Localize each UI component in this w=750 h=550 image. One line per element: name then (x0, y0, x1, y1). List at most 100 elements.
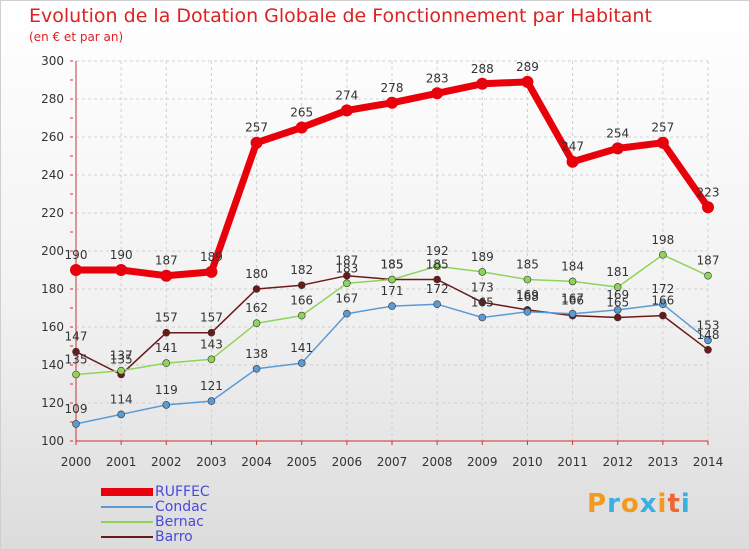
data-point-ruffec (702, 201, 714, 214)
data-label-bernac: 181 (606, 265, 629, 279)
data-label-ruffec: 189 (200, 250, 223, 264)
data-label-condac: 109 (65, 402, 88, 416)
data-point-barro (343, 271, 351, 280)
data-label-bernac: 184 (561, 259, 584, 273)
data-point-ruffec (521, 75, 534, 88)
y-tick-label: 220 (41, 206, 64, 220)
data-label-ruffec: 289 (516, 60, 539, 74)
data-point-condac (162, 401, 171, 409)
data-point-condac (478, 313, 487, 322)
data-label-barro: 173 (471, 280, 494, 294)
legend-item-condac: Condac (101, 499, 301, 515)
data-point-bernac (478, 268, 487, 276)
data-point-bernac (117, 366, 125, 375)
x-tick-label: 2010 (512, 455, 543, 469)
data-point-ruffec (431, 87, 444, 100)
data-label-condac: 138 (245, 347, 268, 361)
data-label-ruffec: 223 (697, 185, 720, 199)
data-point-bernac (252, 319, 261, 328)
data-label-ruffec: 278 (381, 81, 404, 95)
legend-swatch (101, 536, 153, 538)
data-label-barro: 182 (290, 263, 313, 277)
data-point-bernac (207, 355, 216, 364)
data-label-barro: 185 (426, 258, 449, 272)
data-point-bernac (523, 275, 532, 284)
x-tick-label: 2006 (332, 455, 363, 469)
data-point-condac (388, 302, 396, 310)
data-point-bernac (568, 277, 577, 286)
data-point-condac (207, 397, 216, 405)
data-point-ruffec (70, 264, 82, 276)
data-point-condac (613, 306, 622, 314)
data-label-condac: 172 (651, 282, 674, 296)
data-label-condac: 141 (290, 341, 313, 355)
x-tick-label: 2009 (467, 455, 498, 469)
data-label-condac: 119 (155, 383, 178, 397)
data-point-ruffec (340, 104, 353, 117)
y-tick-label: 180 (41, 282, 64, 296)
data-point-bernac (162, 359, 171, 367)
data-point-barro (72, 347, 80, 356)
data-label-condac: 167 (335, 292, 358, 306)
data-point-ruffec (160, 269, 173, 282)
data-label-bernac: 143 (200, 337, 223, 351)
x-tick-label: 2007 (377, 455, 408, 469)
x-tick-label: 2011 (557, 455, 588, 469)
data-label-condac: 153 (697, 318, 720, 332)
chart-subtitle: (en € et par an) (29, 30, 124, 44)
legend-label: Condac (155, 499, 208, 515)
data-point-condac (343, 309, 351, 318)
data-point-ruffec (656, 136, 669, 149)
data-point-barro (478, 298, 487, 307)
data-label-barro: 157 (155, 311, 178, 325)
data-point-condac (117, 410, 125, 419)
data-label-ruffec: 265 (290, 106, 313, 120)
data-point-ruffec (295, 121, 308, 134)
chart-title: Evolution de la Dotation Globale de Fonc… (29, 5, 652, 27)
legend-swatch (101, 506, 153, 508)
data-point-ruffec (566, 155, 579, 168)
data-label-bernac: 185 (381, 258, 404, 272)
logo-letter: i (657, 489, 668, 519)
x-tick-label: 2005 (286, 455, 317, 469)
data-label-bernac: 183 (335, 261, 358, 275)
data-point-ruffec (115, 264, 128, 276)
data-label-barro: 165 (606, 296, 629, 310)
x-tick-label: 2004 (241, 455, 272, 469)
x-tick-label: 2000 (61, 455, 92, 469)
data-point-bernac (659, 251, 667, 259)
y-tick-label: 140 (41, 358, 64, 372)
y-tick-label: 200 (41, 244, 64, 258)
data-point-condac (523, 307, 532, 316)
data-point-bernac (343, 279, 351, 288)
data-point-ruffec (205, 265, 218, 278)
logo-letter: i (680, 489, 691, 519)
data-point-ruffec (250, 136, 263, 149)
legend-label: Bernac (155, 514, 204, 530)
data-point-barro (659, 311, 667, 320)
legend-swatch (101, 488, 153, 496)
y-tick-label: 280 (41, 92, 64, 106)
legend-label: RUFFEC (155, 484, 210, 500)
data-label-bernac: 135 (65, 353, 88, 367)
legend-item-ruffec: RUFFEC (101, 484, 301, 500)
proxiti-logo: Proxiti (587, 489, 691, 519)
data-point-ruffec (476, 77, 489, 90)
x-tick-label: 2012 (602, 455, 633, 469)
logo-letter: t (667, 489, 681, 519)
y-tick-label: 100 (41, 434, 64, 448)
data-label-bernac: 198 (651, 233, 674, 247)
data-point-barro (613, 313, 622, 322)
data-label-bernac: 162 (245, 301, 268, 315)
data-label-bernac: 187 (697, 254, 720, 268)
data-label-barro: 166 (561, 294, 584, 308)
x-tick-label: 2003 (196, 455, 227, 469)
x-tick-label: 2008 (422, 455, 453, 469)
data-point-condac (297, 359, 306, 367)
y-tick-label: 240 (41, 168, 64, 182)
y-tick-label: 120 (41, 396, 64, 410)
legend-label: Barro (155, 529, 193, 545)
data-point-condac (568, 309, 577, 318)
x-tick-label: 2001 (106, 455, 137, 469)
data-label-condac: 171 (381, 284, 404, 298)
